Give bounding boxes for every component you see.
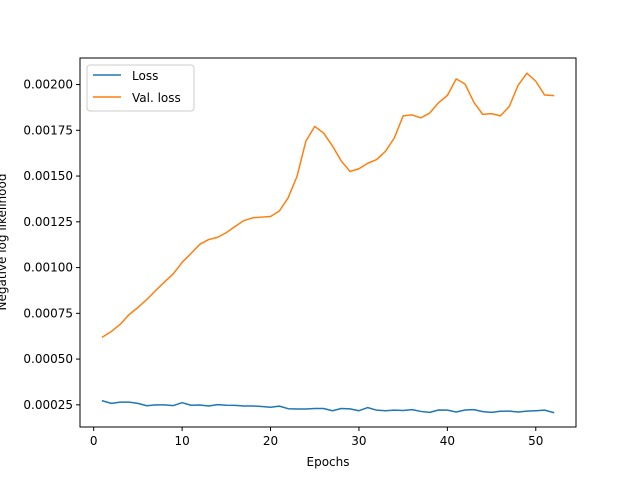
x-axis-label: Epochs — [307, 455, 350, 469]
legend-box — [86, 64, 195, 112]
y-tick-label: 0.00050 — [23, 352, 73, 366]
series-line-val-loss — [101, 72, 555, 338]
y-tick-label: 0.00175 — [23, 123, 73, 137]
legend: Loss Val. loss — [86, 64, 195, 112]
x-tick-label: 20 — [263, 434, 278, 448]
x-axis-ticks: 0 10 20 30 40 50 — [90, 427, 543, 448]
legend-label-val-loss: Val. loss — [132, 91, 181, 105]
y-tick-label: 0.00125 — [23, 215, 73, 229]
y-axis-label: Negative log likelihood — [0, 174, 9, 311]
y-axis-ticks: 0.00025 0.00050 0.00075 0.00100 0.00125 0.001… — [23, 78, 80, 412]
y-tick-label: 0.00150 — [23, 169, 73, 183]
y-tick-label: 0.00025 — [23, 398, 73, 412]
y-tick-label: 0.00075 — [23, 306, 73, 320]
legend-label-loss: Loss — [132, 69, 158, 83]
series-line-loss — [101, 399, 555, 414]
x-tick-label: 0 — [90, 434, 98, 448]
x-tick-label: 50 — [528, 434, 543, 448]
x-tick-label: 30 — [351, 434, 366, 448]
plot-frame — [79, 57, 577, 428]
y-tick-label: 0.00100 — [23, 261, 73, 275]
x-tick-label: 40 — [440, 434, 455, 448]
plot-lines — [101, 72, 555, 414]
y-tick-label: 0.00200 — [23, 78, 73, 92]
x-tick-label: 10 — [174, 434, 189, 448]
